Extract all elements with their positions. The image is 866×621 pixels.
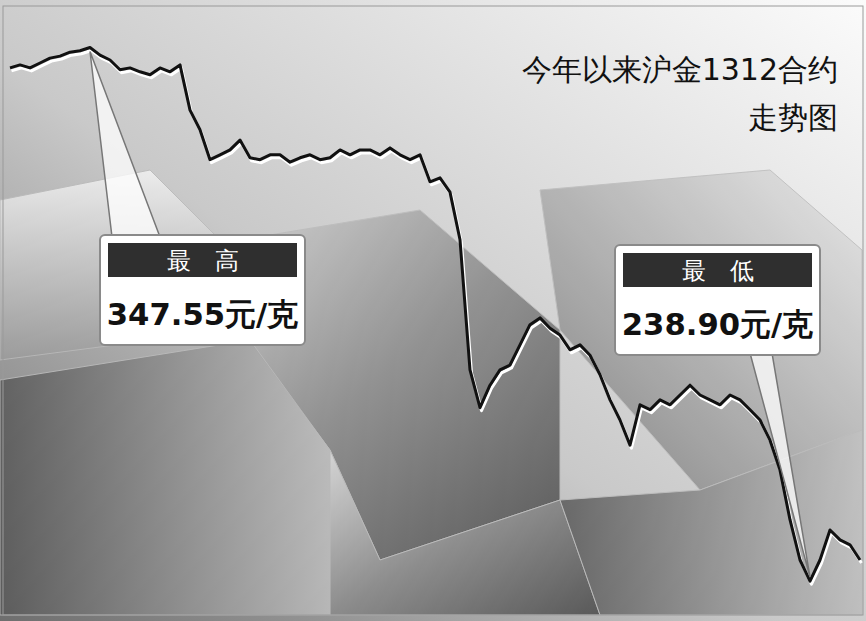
line-shadow [12,51,862,585]
frame [3,6,863,615]
callout-value: 347.55元/克 [107,297,299,332]
callout-header [108,243,297,277]
callout-value: 238.90元/克 [622,307,814,342]
price-line [10,48,860,582]
callout-pointer [750,353,810,577]
title-line: 走势图 [748,100,838,135]
callout-header-text: 最高 [167,247,263,275]
callout-box [615,245,820,355]
title-line: 今年以来沪金1312合约 [522,52,838,87]
title: 今年以来沪金1312合约走势图 [522,52,838,135]
callout-header-text: 最低 [682,257,778,285]
background-bar [330,450,600,615]
background-bar [540,170,862,490]
plot-area [10,48,862,585]
background-bar [0,340,330,615]
background [0,0,866,621]
callout-box [100,235,305,345]
background-bar [560,430,862,615]
chart: 最高 347.55元/克 最低 238.90元/克 今年以来沪金1312合约走势图 [0,0,866,621]
callout-pointer [90,52,160,238]
callout-header [623,253,812,287]
